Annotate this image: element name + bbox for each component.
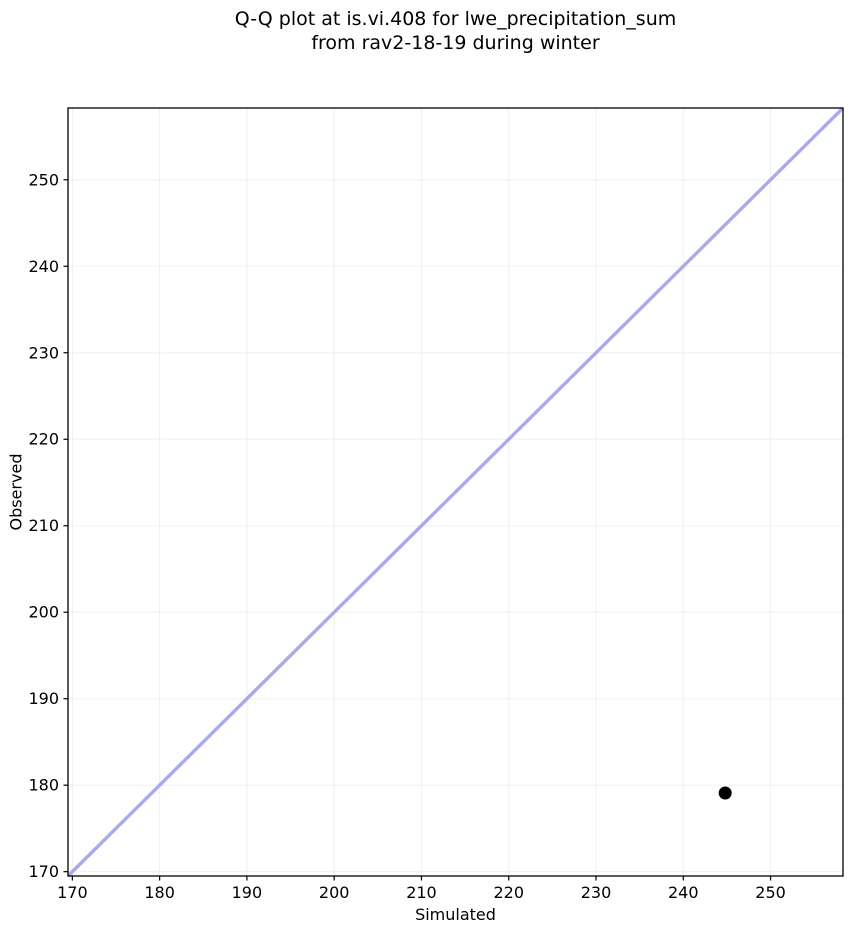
- y-tick-label: 220: [28, 430, 59, 449]
- y-tick-label: 240: [28, 257, 59, 276]
- y-tick-label: 200: [28, 603, 59, 622]
- y-tick-label: 210: [28, 516, 59, 535]
- y-tick-label: 250: [28, 170, 59, 189]
- y-tick-label: 190: [28, 689, 59, 708]
- y-tick-label: 180: [28, 776, 59, 795]
- x-tick-label: 180: [144, 883, 175, 902]
- axes-spines: [67, 107, 844, 877]
- x-tick-label: 190: [232, 883, 263, 902]
- identity-line: [66, 106, 845, 878]
- y-axis-label: Observed: [6, 453, 26, 531]
- x-tick-label: 240: [668, 883, 699, 902]
- data-point: [718, 786, 732, 800]
- chart-title: Q-Q plot at is.vi.408 for lwe_precipitat…: [234, 8, 677, 54]
- y-tick-label: 170: [28, 862, 59, 881]
- x-tick-label: 250: [755, 883, 786, 902]
- x-tick-label: 200: [319, 883, 350, 902]
- x-tick-label: 220: [493, 883, 524, 902]
- x-tick-label: 210: [406, 883, 437, 902]
- x-tick-label: 230: [581, 883, 612, 902]
- y-tick-label: 230: [28, 343, 59, 362]
- x-tick-label: 170: [57, 883, 88, 902]
- x-axis-label: Simulated: [415, 905, 496, 924]
